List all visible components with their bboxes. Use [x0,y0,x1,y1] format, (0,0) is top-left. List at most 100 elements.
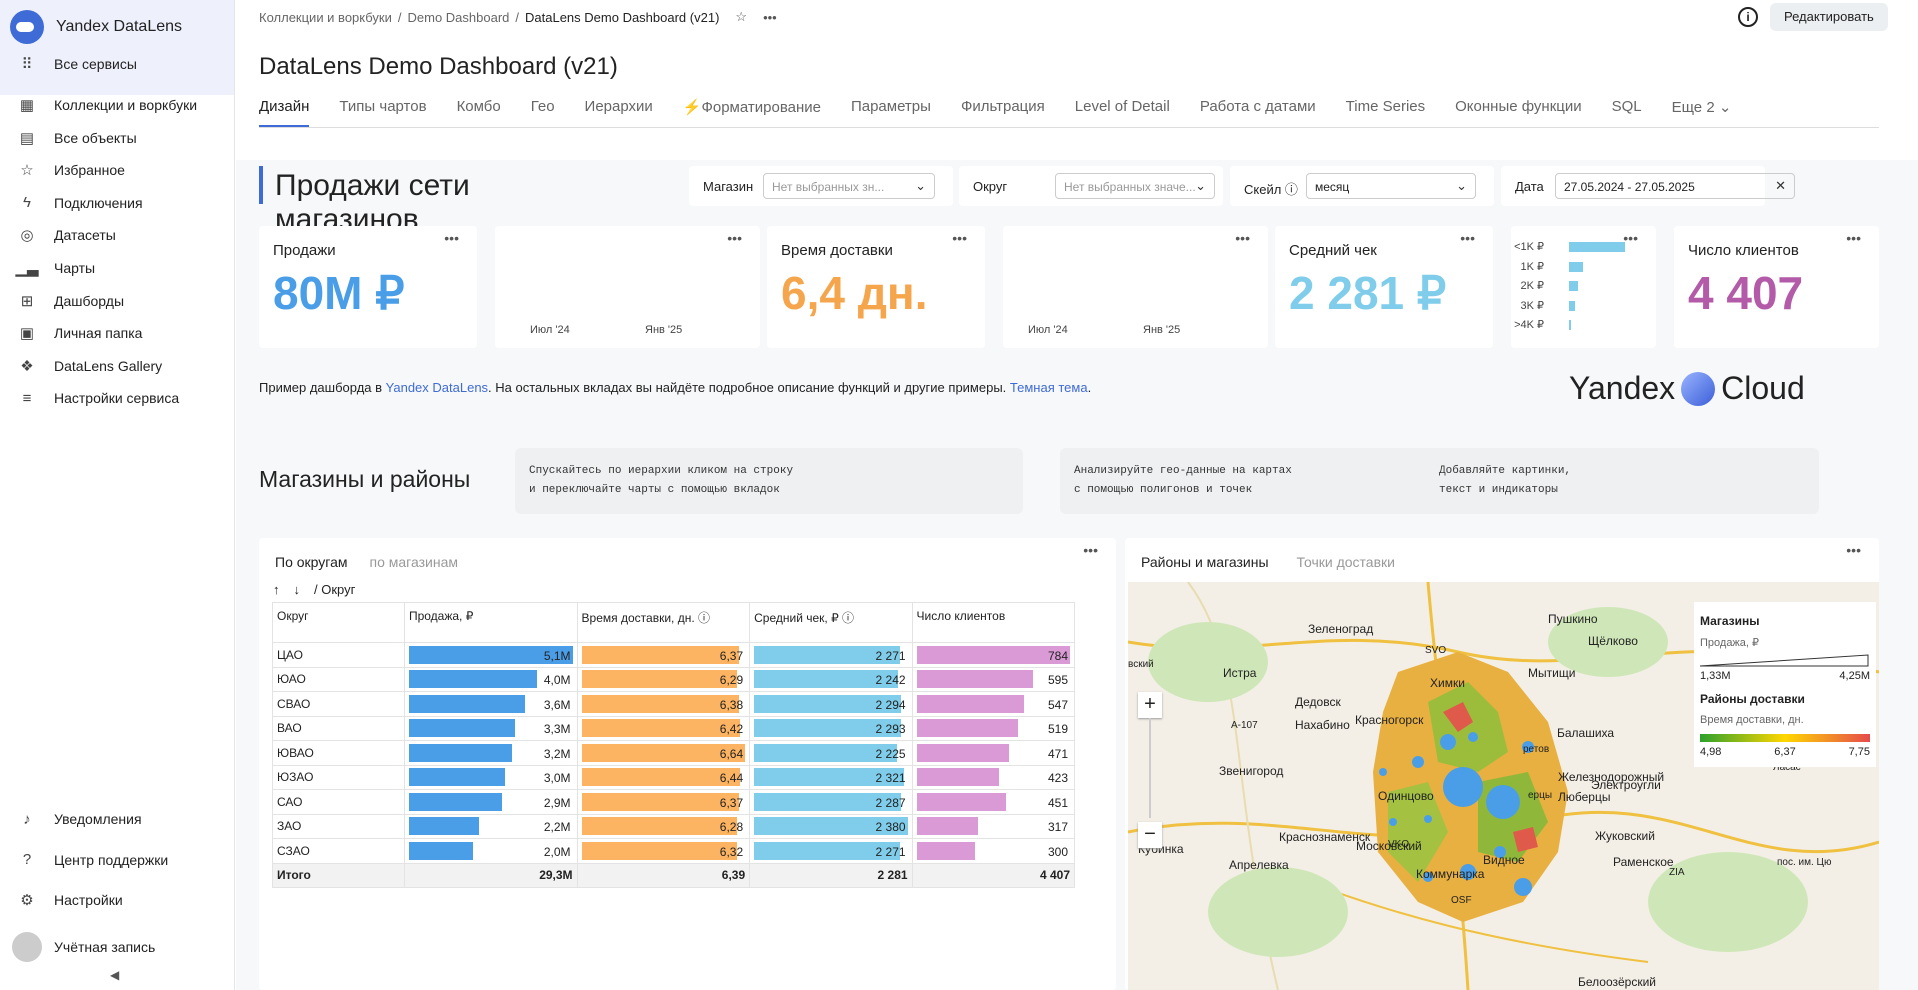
widget-menu-icon[interactable]: ••• [1083,542,1098,558]
datalens-link[interactable]: Yandex DataLens [385,380,489,395]
chevron-down-icon[interactable]: ⌄ [1195,178,1206,193]
filter-select[interactable]: 27.05.2024 - 27.05.2025 ✕ [1555,173,1795,199]
table-row[interactable]: ЮЗАО 3,0М 6,44 2 321 423 [272,764,1076,790]
sidebar-item[interactable]: ▣ Личная папка [18,324,143,342]
widget-menu-icon[interactable]: ••• [1623,230,1638,246]
grid-icon: ▦ [19,97,35,114]
table-row[interactable]: СВАО 3,6М 6,38 2 294 547 [272,691,1076,717]
tab-10[interactable]: Time Series [1345,98,1426,115]
mini-chart-card[interactable]: ••• <1K ₽ 1K ₽ 2K ₽ 3K ₽ >4K ₽ [1511,226,1656,348]
tab-by-district[interactable]: По округам [275,554,348,570]
sidebar-item[interactable]: ⊞ Дашборды [18,292,124,310]
tab-12[interactable]: SQL [1611,98,1642,115]
sidebar-item[interactable]: ▦ Коллекции и воркбуки [18,96,197,114]
zoom-out-button[interactable]: − [1138,822,1162,848]
table-row[interactable]: ЗАО 2,2М 6,28 2 380 317 [272,813,1076,839]
tab-2[interactable]: Комбо [456,98,501,115]
column-header[interactable]: Время доставки, дн. ⓘ [576,602,751,643]
tab-1[interactable]: Типы чартов [339,98,427,115]
more-dots-icon[interactable]: ••• [763,9,777,25]
table-row[interactable]: ЮВАО 3,2М 6,64 2 225 471 [272,740,1076,766]
filter-select[interactable]: Нет выбранных зн... ⌄ [763,173,935,199]
table-row[interactable]: ВАО 3,3М 6,42 2 293 519 [272,715,1076,741]
tab-8[interactable]: Level of Detail [1074,98,1170,115]
sidebar-item[interactable]: ◎ Датасеты [18,226,115,244]
crumb-collections[interactable]: Коллекции и воркбуки [259,9,392,25]
table-row[interactable]: СЗАО 2,0М 6,32 2 271 300 [272,838,1076,864]
tab-5[interactable]: ⚡Форматирование [682,99,821,116]
cell-bar: 3,3М [408,719,573,738]
sidebar-bottom-item[interactable]: ? Центр поддержки [18,851,168,869]
sort-asc-icon[interactable]: ↑ [273,582,280,597]
legend-districts-metric: Время доставки, дн. [1700,714,1804,726]
widget-menu-icon[interactable]: ••• [1846,230,1861,246]
kpi-card[interactable]: ••• Число клиентов 4 407 [1674,226,1879,348]
sidebar-item-label: Все объекты [54,129,137,146]
table-row[interactable]: ЦАО 5,1М 6,37 2 271 784 [272,642,1076,668]
legend-shop-range: 1,33M 4,25M [1700,670,1870,682]
page-header: Коллекции и воркбуки / Demo Dashboard / … [236,0,1918,160]
moscow-map[interactable]: Зеленоград Пушкино Мытищи Щёлково Химки Истра… [1128,582,1879,990]
dark-theme-link[interactable]: Темная тема [1009,380,1088,395]
zoom-slider[interactable] [1149,718,1151,818]
mini-chart-card[interactable]: ••• Июл '24 Янв '25 [495,226,760,348]
info-icon[interactable]: i [1738,7,1758,27]
kpi-card[interactable]: ••• Продажи 80M ₽ [259,226,477,348]
tab-4[interactable]: Иерархии [584,98,653,115]
tab-by-shop[interactable]: по магазинам [369,554,458,570]
zoom-in-button[interactable]: + [1138,692,1162,718]
tab-9[interactable]: Работа с датами [1199,98,1316,115]
tab-11[interactable]: Оконные функции [1455,98,1582,115]
cell-value: 3,6М [543,697,571,712]
column-header[interactable]: Продажа, ₽ [403,602,578,643]
chevron-down-icon[interactable]: ⌄ [1456,178,1467,193]
filter-select[interactable]: Нет выбранных значе... ⌄ [1055,173,1215,199]
table-row[interactable]: ЮАО 4,0М 6,29 2 242 595 [272,666,1076,692]
mini-chart-card[interactable]: ••• Июл '24 Янв '25 [1003,226,1268,348]
column-header[interactable]: Средний чек, ₽ ⓘ [749,602,913,643]
widget-menu-icon[interactable]: ••• [727,230,742,246]
sidebar-item-label: DataLens Gallery [54,357,163,374]
tab-delivery-points[interactable]: Точки доставки [1296,554,1395,570]
tab-0[interactable]: Дизайн [259,98,310,127]
tab-3[interactable]: Гео [530,98,555,115]
cell-bar: 6,29 [581,670,746,689]
cell-value: 4,0М [543,673,571,688]
sidebar-bottom-item[interactable]: ♪ Уведомления [18,810,141,828]
sort-desc-icon[interactable]: ↓ [293,582,301,597]
tab-6[interactable]: Параметры [850,98,931,115]
widget-menu-icon[interactable]: ••• [1846,542,1861,558]
sidebar-item[interactable]: ϟ Подключения [18,194,143,212]
kpi-card[interactable]: ••• Время доставки 6,4 дн. [767,226,985,348]
widget-menu-icon[interactable]: ••• [1460,230,1475,246]
widget-menu-icon[interactable]: ••• [1235,230,1250,246]
column-header[interactable]: Число клиентов [911,602,1076,643]
sidebar-item[interactable]: ☆ Избранное [18,161,125,179]
brand[interactable]: Yandex DataLens [10,10,182,44]
table-row[interactable]: САО 2,9М 6,37 2 287 451 [272,789,1076,815]
all-services-button[interactable]: ⠿ Все сервисы [18,55,137,73]
sidebar-item[interactable]: ❖ DataLens Gallery [18,357,162,375]
legend-district-range: 4,98 6,37 7,75 [1700,746,1870,758]
kpi-card[interactable]: ••• Средний чек 2 281 ₽ [1275,226,1493,348]
clear-icon[interactable]: ✕ [1775,178,1786,193]
tab-districts-shops[interactable]: Районы и магазины [1141,554,1269,570]
tab-7[interactable]: Фильтрация [960,98,1045,115]
favorite-star-icon[interactable]: ☆ [735,9,748,24]
edit-button[interactable]: Редактировать [1770,3,1888,31]
filter-select[interactable]: месяц ⌄ [1306,173,1476,199]
map-label: Звенигород [1219,764,1284,778]
sidebar-bottom-item[interactable]: ⚙ Настройки [18,891,122,909]
chevron-down-icon[interactable]: ⌄ [915,178,926,193]
cell-value: 6,37 [719,795,744,810]
collapse-sidebar-button[interactable]: ◀ [110,968,120,982]
widget-menu-icon[interactable]: ••• [952,230,967,246]
tab-13[interactable]: Еще 2 ⌄ [1671,99,1732,116]
sidebar-item[interactable]: ▁▃ Чарты [15,259,95,277]
sidebar-item[interactable]: ▤ Все объекты [18,129,137,147]
crumb-demo[interactable]: Demo Dashboard [407,9,510,25]
sidebar-bottom-item[interactable]: ● Учётная запись [12,931,155,962]
column-header[interactable]: Округ [272,602,405,643]
sidebar-item[interactable]: ≡ Настройки сервиса [18,389,180,407]
widget-menu-icon[interactable]: ••• [444,230,459,246]
